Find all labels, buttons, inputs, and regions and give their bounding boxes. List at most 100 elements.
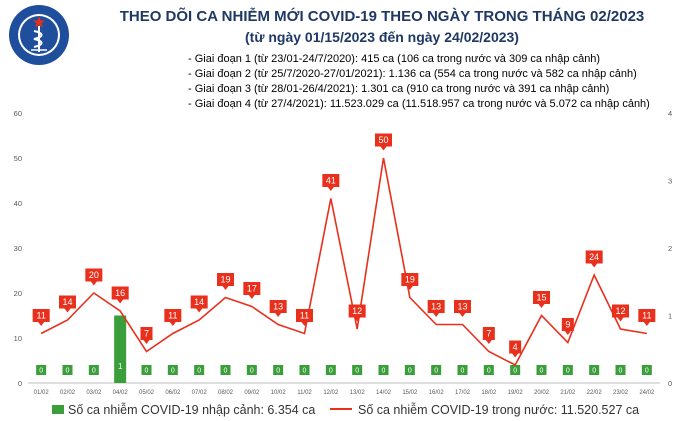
line-data-label: 12 xyxy=(352,306,362,316)
x-axis-tick-label: 01/02 xyxy=(34,390,50,396)
x-axis-tick-label: 22/02 xyxy=(587,390,603,396)
line-label-box xyxy=(427,300,445,313)
bar-data-label: 0 xyxy=(566,368,570,375)
line-label-box xyxy=(401,273,419,286)
line-data-label: 20 xyxy=(89,270,99,280)
right-axis-tick-label: 2 xyxy=(668,244,672,253)
x-axis-tick-label: 20/02 xyxy=(534,390,550,396)
x-axis-tick-label: 07/02 xyxy=(192,390,208,396)
bar-data-label: 0 xyxy=(513,368,517,375)
left-axis-tick-label: 60 xyxy=(14,109,22,118)
x-axis-tick-label: 12/02 xyxy=(323,390,339,396)
line-data-label: 17 xyxy=(247,284,257,294)
line-data-label: 13 xyxy=(431,302,441,312)
line-data-label: 12 xyxy=(615,306,625,316)
line-label-box xyxy=(585,250,603,264)
line-data-label: 4 xyxy=(513,342,518,352)
line-label-box xyxy=(111,286,129,300)
chart-legend: Số ca nhiễm COVID-19 nhập cảnh: 6.354 ca… xyxy=(0,402,684,420)
line-label-pointer xyxy=(117,299,124,304)
line-data-label: 41 xyxy=(326,176,336,186)
line-label-pointer xyxy=(248,295,255,299)
bar-data-label: 0 xyxy=(461,368,465,375)
x-axis-tick-label: 24/02 xyxy=(639,390,655,396)
line-label-box xyxy=(190,295,208,309)
line-label-box xyxy=(533,291,550,304)
line-label-box xyxy=(612,304,629,318)
bar-zero-marker xyxy=(352,365,363,375)
line-data-label: 9 xyxy=(565,320,570,330)
line-data-label: 7 xyxy=(486,329,491,339)
bar-data-label: 0 xyxy=(39,368,43,375)
line-data-label: 11 xyxy=(168,311,177,321)
bar-data-label: 0 xyxy=(487,368,491,375)
line-data-label: 19 xyxy=(220,275,230,285)
bar-zero-marker xyxy=(194,365,205,375)
line-label-pointer xyxy=(591,263,598,268)
domestic-cases-line xyxy=(40,157,647,367)
line-data-label: 11 xyxy=(300,311,309,321)
line-label-box xyxy=(322,174,340,187)
right-axis-tick-label: 1 xyxy=(668,312,672,321)
bar-zero-marker xyxy=(88,365,99,375)
legend-line-swatch xyxy=(330,408,352,410)
line-label-pointer xyxy=(222,286,229,290)
bar-zero-marker xyxy=(167,365,178,375)
x-axis-tick-label: 17/02 xyxy=(455,390,471,396)
line-data-label: 14 xyxy=(62,297,72,307)
line-label-pointer xyxy=(617,317,624,322)
line-data-label: 14 xyxy=(194,297,204,307)
line-label-pointer xyxy=(169,322,176,326)
line-label-box xyxy=(348,304,366,318)
line-label-pointer xyxy=(459,313,466,317)
line-data-label: 11 xyxy=(36,311,45,321)
line-label-pointer xyxy=(538,304,545,308)
bar-zero-marker xyxy=(457,365,468,375)
x-axis-tick-label: 03/02 xyxy=(86,390,102,396)
bar-zero-marker xyxy=(299,365,310,375)
line-data-label: 7 xyxy=(144,329,149,339)
bar-data-label: 0 xyxy=(382,368,386,375)
line-label-pointer xyxy=(380,146,387,151)
line-label-box xyxy=(32,309,50,322)
x-axis-tick-label: 18/02 xyxy=(481,390,497,396)
line-label-pointer xyxy=(406,286,413,290)
bar-zero-marker xyxy=(562,365,573,375)
bar-data-label: 0 xyxy=(276,368,280,375)
bar-data-label: 0 xyxy=(355,368,359,375)
line-label-box xyxy=(269,300,287,313)
line-label-box xyxy=(638,309,656,322)
x-axis-tick-label: 21/02 xyxy=(560,390,576,396)
bar-zero-marker xyxy=(615,365,626,375)
line-label-box xyxy=(140,327,153,340)
legend-label-imported: Số ca nhiễm COVID-19 nhập cảnh: 6.354 ca xyxy=(68,403,316,417)
bar-data-label: 0 xyxy=(250,368,254,375)
line-label-box xyxy=(243,282,261,295)
left-axis-tick-label: 0 xyxy=(18,379,22,388)
legend-item-domestic: Số ca nhiễm COVID-19 trong nước: 11.520.… xyxy=(330,402,639,418)
line-label-box xyxy=(164,309,182,322)
line-label-pointer xyxy=(327,187,334,191)
x-axis-tick-label: 15/02 xyxy=(402,390,418,396)
bar-data-label: 0 xyxy=(645,368,649,375)
line-label-pointer xyxy=(38,322,45,326)
left-axis-tick-label: 20 xyxy=(14,289,22,298)
line-label-pointer xyxy=(196,308,203,313)
line-label-pointer xyxy=(564,331,571,335)
legend-item-imported: Số ca nhiễm COVID-19 nhập cảnh: 6.354 ca xyxy=(52,402,315,418)
left-axis-tick-label: 50 xyxy=(14,154,22,163)
chart-title: THEO DÕI CA NHIỄM MỚI COVID-19 THEO NGÀY… xyxy=(119,8,645,25)
bar-zero-marker xyxy=(246,365,257,375)
line-label-pointer xyxy=(64,308,71,313)
bar-zero-marker xyxy=(589,365,600,375)
line-label-pointer xyxy=(433,313,440,317)
bar-data-label: 0 xyxy=(303,368,307,375)
bar-zero-marker xyxy=(536,365,547,375)
bar-data-label: 0 xyxy=(171,368,175,375)
bar-zero-marker xyxy=(378,365,389,375)
bar-zero-marker xyxy=(431,365,442,375)
x-axis-tick-label: 13/02 xyxy=(350,390,366,396)
x-axis-tick-label: 14/02 xyxy=(376,390,392,396)
x-axis-tick-label: 09/02 xyxy=(244,390,260,396)
line-label-pointer xyxy=(90,281,97,286)
